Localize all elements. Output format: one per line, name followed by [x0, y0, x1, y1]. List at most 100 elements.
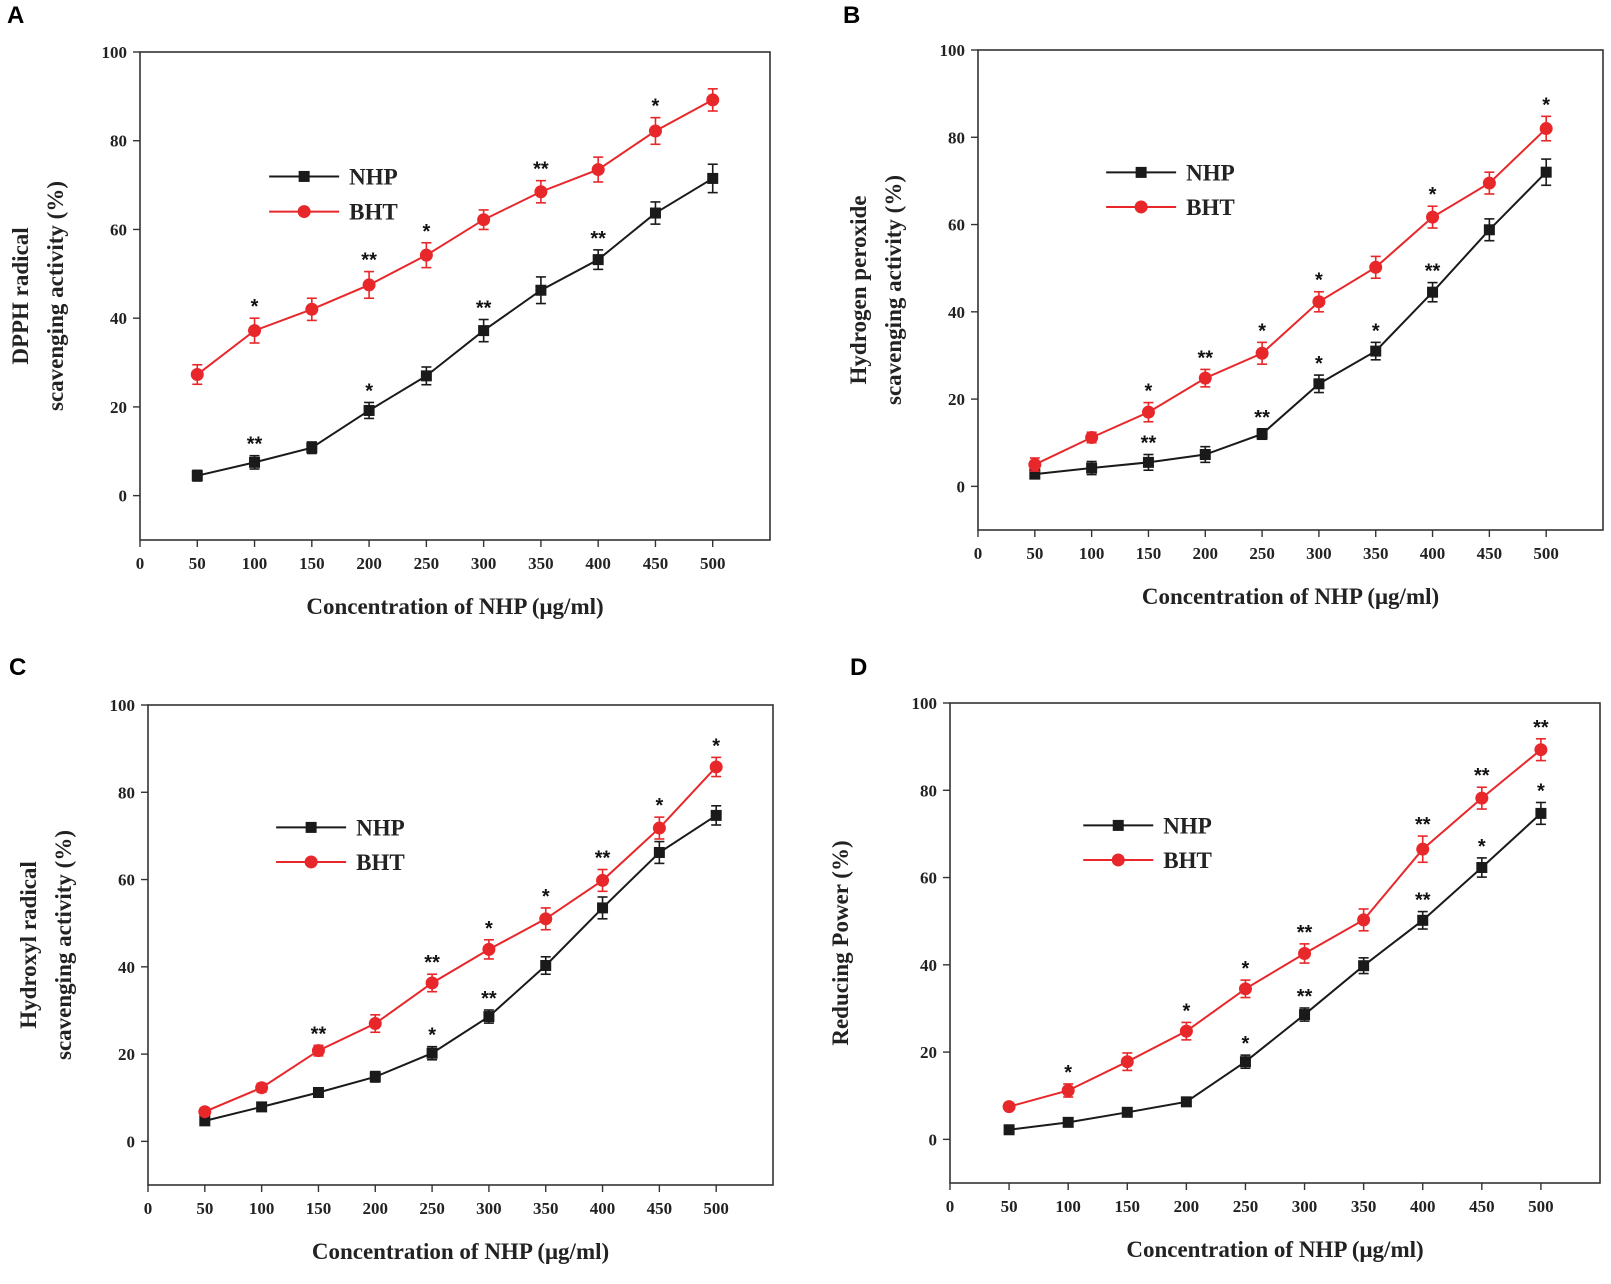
data-point-bht: [477, 213, 491, 227]
y-tick-label: 40: [920, 956, 937, 975]
data-point-nhp: [369, 1071, 381, 1083]
data-point-bht: [596, 873, 610, 887]
data-point-nhp: [1121, 1106, 1133, 1118]
x-tick-label: 300: [1292, 1197, 1318, 1216]
data-point-bht: [482, 942, 496, 956]
x-tick-label: 250: [1249, 544, 1275, 563]
legend-marker: [1134, 200, 1148, 214]
significance-marker: **: [1254, 407, 1270, 429]
significance-marker: **: [1415, 890, 1431, 912]
x-tick-label: 100: [249, 1199, 274, 1218]
data-point-nhp: [483, 1011, 495, 1023]
data-point-nhp: [540, 960, 552, 972]
data-point-nhp: [653, 846, 665, 858]
y-axis-title: Hydrogen peroxide: [846, 196, 871, 385]
panel-a: A 0 50 100 150 200 250 300 350 400 450 500 0 20 40 60 8…: [7, 2, 771, 619]
x-tick-label: 300: [1306, 544, 1332, 563]
significance-marker: **: [311, 1023, 327, 1045]
x-tick-label: 450: [1469, 1197, 1495, 1216]
panel-letter: D: [850, 654, 867, 681]
significance-marker: *: [428, 1025, 436, 1047]
significance-marker: *: [365, 380, 373, 402]
significance-marker: **: [1425, 261, 1441, 283]
legend-label-nhp: NHP: [349, 164, 398, 189]
data-point-bht: [198, 1105, 212, 1119]
legend-label-nhp: NHP: [1163, 813, 1212, 838]
data-point-bht: [652, 821, 666, 835]
x-tick-label: 300: [476, 1199, 502, 1218]
x-tick-label: 500: [703, 1199, 729, 1218]
x-tick-label: 0: [946, 1197, 955, 1216]
data-point-nhp: [1313, 378, 1325, 390]
series-line-nhp: [204, 814, 717, 1122]
series-line-bht: [196, 99, 714, 376]
data-point-bht: [1539, 122, 1553, 136]
x-tick-label: 0: [136, 554, 145, 573]
data-point-bht: [1312, 295, 1326, 309]
x-tick-label: 250: [414, 554, 440, 573]
data-point-nhp: [306, 442, 318, 454]
data-point-bht: [190, 368, 204, 382]
data-point-bht: [1369, 260, 1383, 274]
x-axis-title: Concentration of NHP (μg/ml): [312, 1239, 609, 1264]
panel-d: D 0 50 100 150 200 250 300 350 400 450 500 0 20 40 60 8…: [828, 654, 1601, 1262]
y-tick-label: 40: [118, 958, 135, 977]
series-line-bht: [1034, 127, 1547, 466]
x-tick-label: 350: [1351, 1197, 1377, 1216]
y-tick-label: 80: [920, 781, 937, 800]
legend-marker: [304, 855, 318, 869]
data-point-nhp: [312, 1086, 324, 1098]
significance-marker: *: [1145, 381, 1153, 403]
legend-label-bht: BHT: [356, 850, 405, 875]
y-tick-label: 100: [940, 41, 966, 60]
data-point-bht: [368, 1017, 382, 1031]
data-point-nhp: [1180, 1096, 1192, 1108]
series-line-bht: [204, 766, 717, 1113]
legend-marker: [298, 170, 310, 182]
significance-marker: *: [1242, 1033, 1250, 1055]
x-tick-label: 50: [189, 554, 206, 573]
y-tick-label: 0: [929, 1130, 938, 1149]
significance-marker: *: [655, 795, 663, 817]
legend-marker: [1135, 166, 1147, 178]
plot-frame: [949, 702, 1601, 1184]
data-point-nhp: [710, 809, 722, 821]
data-point-nhp: [1003, 1124, 1015, 1136]
data-point-bht: [1085, 430, 1099, 444]
panel-letter: B: [843, 2, 860, 29]
legend-marker: [1112, 819, 1124, 831]
y-tick-label: 80: [110, 132, 127, 151]
y-axis-title: DPPH radical: [8, 227, 33, 364]
data-point-bht: [534, 185, 548, 199]
data-point-nhp: [256, 1101, 268, 1113]
x-axis-title: Concentration of NHP (μg/ml): [1126, 1237, 1423, 1262]
x-tick-label: 400: [1410, 1197, 1436, 1216]
x-tick-label: 400: [585, 554, 611, 573]
significance-marker: *: [1542, 94, 1550, 116]
data-point-nhp: [535, 284, 547, 296]
data-point-bht: [362, 278, 376, 292]
y-tick-label: 0: [957, 477, 966, 496]
x-tick-label: 100: [1055, 1197, 1081, 1216]
y-axis-title: scavenging activity (%): [881, 175, 906, 405]
y-tick-label: 100: [110, 696, 136, 715]
significance-marker: **: [424, 952, 440, 974]
data-point-bht: [1120, 1055, 1134, 1069]
x-tick-label: 0: [974, 544, 983, 563]
data-point-nhp: [249, 456, 261, 468]
y-tick-label: 0: [127, 1132, 136, 1151]
significance-marker: *: [1064, 1062, 1072, 1084]
data-point-nhp: [1427, 286, 1439, 298]
data-point-bht: [311, 1044, 325, 1058]
data-point-nhp: [1086, 462, 1098, 474]
x-tick-label: 200: [1193, 544, 1219, 563]
x-tick-label: 300: [471, 554, 497, 573]
significance-marker: *: [251, 296, 259, 318]
significance-marker: **: [1297, 922, 1313, 944]
panel-letter: C: [9, 654, 26, 681]
significance-marker: *: [1242, 958, 1250, 980]
series-line-nhp: [1008, 812, 1542, 1131]
y-tick-label: 60: [948, 216, 965, 235]
x-tick-label: 500: [1533, 544, 1559, 563]
data-point-nhp: [1142, 456, 1154, 468]
